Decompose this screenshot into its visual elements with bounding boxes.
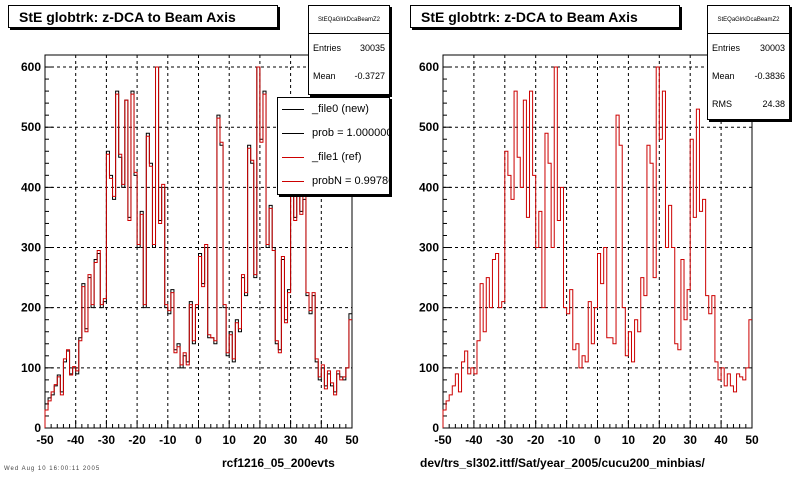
legend-label: _file1 (ref): [312, 151, 362, 163]
x-tick-label: -10: [558, 433, 576, 447]
y-tick-label: 300: [21, 241, 41, 255]
x-tick-label: -30: [98, 433, 116, 447]
right-stats-key: RMS: [712, 99, 732, 109]
left-histogram: -50 -40 -30 -20 -10 0 10 20 30 40 5001002003004005…: [21, 54, 359, 447]
right-stats-row-rms: RMS 24.38: [708, 90, 789, 118]
y-tick-label: 300: [419, 241, 439, 255]
legend-entry-file1: _file1 (ref): [278, 146, 389, 170]
y-tick-label: 0: [34, 421, 41, 435]
x-tick-label: 30: [684, 433, 698, 447]
x-tick-label: -10: [159, 433, 177, 447]
x-tick-label: 30: [284, 433, 298, 447]
y-tick-label: 100: [419, 361, 439, 375]
x-tick-label: 50: [345, 433, 359, 447]
legend-swatch: [282, 181, 304, 182]
y-tick-label: 400: [21, 180, 41, 194]
x-tick-label: 50: [745, 433, 759, 447]
left-stats-key: Entries: [313, 43, 342, 53]
legend-entry-file0: _file0 (new): [278, 98, 389, 122]
y-tick-label: 100: [21, 361, 41, 375]
y-tick-label: 600: [419, 60, 439, 74]
y-tick-label: 200: [21, 301, 41, 315]
x-tick-label: -40: [465, 433, 483, 447]
right-stats-name: StEQaGlrkDcaBeamZ2: [708, 6, 789, 34]
x-tick-label: 10: [223, 433, 237, 447]
right-stats-value: -0.3836: [754, 71, 785, 81]
x-tick-label: 40: [315, 433, 329, 447]
left-stats-value: -0.3727: [354, 71, 385, 81]
x-tick-label: 0: [594, 433, 601, 447]
right-stats-row-entries: Entries 30003: [708, 34, 789, 62]
legend-swatch: [282, 109, 304, 110]
left-stats-value: 30035: [359, 43, 385, 53]
left-stats-row-mean: Mean -0.3727: [309, 62, 389, 90]
x-tick-label: -40: [67, 433, 85, 447]
left-stats-key: Mean: [313, 71, 336, 81]
x-tick-label: -20: [128, 433, 146, 447]
y-tick-label: 500: [419, 120, 439, 134]
legend-entry-probn: probN = 0.99786: [278, 170, 389, 194]
legend-swatch: [282, 133, 304, 134]
x-tick-label: -30: [496, 433, 514, 447]
legend-label: _file0 (new): [312, 103, 369, 115]
right-stats-key: Mean: [712, 71, 735, 81]
y-tick-label: 400: [419, 180, 439, 194]
x-tick-label: 10: [622, 433, 636, 447]
legend-swatch: [282, 157, 304, 158]
x-tick-label: 20: [253, 433, 267, 447]
right-chart-title: StE globtrk: z-DCA to Beam Axis: [410, 5, 680, 28]
left-timestamp: Wed Aug 10 16:00:11 2005: [4, 466, 101, 472]
x-tick-label: 0: [195, 433, 202, 447]
x-tick-label: 20: [653, 433, 667, 447]
left-footer-label: rcf1216_05_200evts: [222, 456, 335, 470]
right-stats-value: 24.38: [762, 99, 785, 109]
left-stats-box: StEQaGlrkDcaBeamZ2 Entries 30035 Mean -0…: [308, 5, 390, 95]
histogram-series: [442, 66, 752, 428]
x-tick-label: -50: [434, 433, 452, 447]
x-tick-label: -20: [527, 433, 545, 447]
left-chart-title: StE globtrk: z-DCA to Beam Axis: [8, 5, 278, 28]
x-tick-label: 40: [714, 433, 728, 447]
x-tick-label: -50: [36, 433, 54, 447]
legend-entry-prob: prob = 1.000000: [278, 122, 389, 146]
y-tick-label: 500: [21, 120, 41, 134]
right-stats-value: 30003: [759, 43, 785, 53]
left-legend: _file0 (new) prob = 1.000000 _file1 (ref…: [277, 97, 390, 195]
y-tick-label: 200: [419, 301, 439, 315]
y-tick-label: 600: [21, 60, 41, 74]
legend-label: probN = 0.99786: [312, 175, 390, 187]
left-stats-row-entries: Entries 30035: [309, 34, 389, 62]
right-histogram: -50 -40 -30 -20 -10 0 10 20 30 40 5001002003004005…: [419, 54, 759, 447]
left-stats-name: StEQaGlrkDcaBeamZ2: [309, 6, 389, 34]
right-stats-row-mean: Mean -0.3836: [708, 62, 789, 90]
right-stats-key: Entries: [712, 43, 741, 53]
y-tick-label: 0: [432, 421, 439, 435]
right-stats-box: StEQaGlrkDcaBeamZ2 Entries 30003 Mean -0…: [707, 5, 790, 120]
legend-label: prob = 1.000000: [312, 127, 390, 139]
right-footer-label: dev/trs_sl302.ittf/Sat/year_2005/cucu200…: [420, 456, 705, 470]
